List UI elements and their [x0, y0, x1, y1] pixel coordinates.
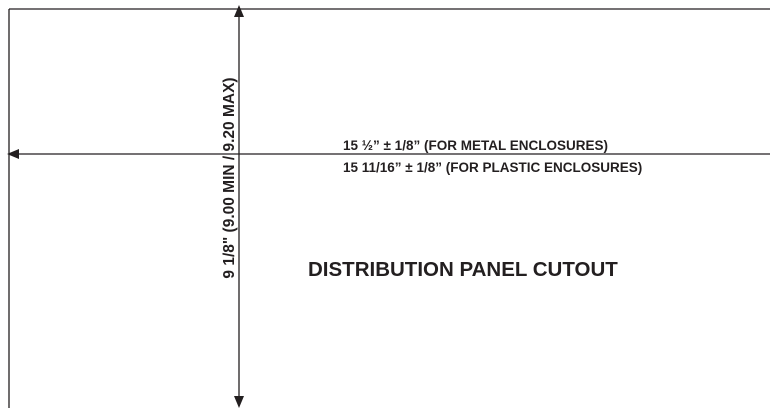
height-arrowhead-top-icon — [234, 5, 244, 17]
height-label: 9 1/8" (9.00 MIN / 9.20 MAX) — [221, 77, 238, 278]
diagram-title: DISTRIBUTION PANEL CUTOUT — [308, 258, 618, 281]
width-label-metal: 15 ½” ± 1/8” (FOR METAL ENCLOSURES) — [343, 138, 608, 153]
height-arrowhead-bottom-icon — [234, 396, 244, 408]
width-arrowhead-left-icon — [7, 149, 19, 159]
width-label-plastic: 15 11/16” ± 1/8” (FOR PLASTIC ENCLOSURES… — [343, 160, 642, 175]
